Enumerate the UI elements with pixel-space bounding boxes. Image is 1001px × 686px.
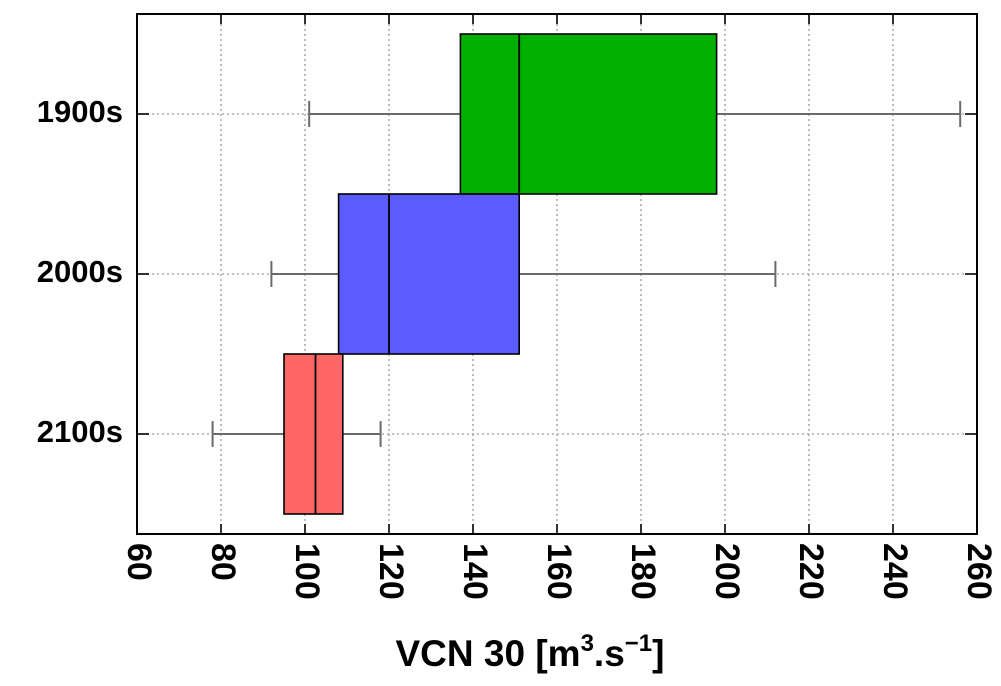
category-label-2000s: 2000s [37, 254, 123, 289]
x-tick-label-80: 80 [204, 543, 242, 581]
x-axis-title-base: VCN 30 [m [396, 633, 581, 674]
x-tick-label-180: 180 [624, 543, 662, 600]
x-tick-label-60: 60 [120, 543, 158, 581]
x-tick-label-120: 120 [372, 543, 410, 600]
box-1 [337, 193, 521, 355]
x-tick-label-260: 260 [960, 543, 998, 600]
x-axis-title-sup2: −1 [625, 630, 652, 657]
x-axis-title-sup1: 3 [581, 630, 594, 657]
x-tick-label-160: 160 [540, 543, 578, 600]
axis-ticks [136, 14, 978, 534]
x-tick-label-220: 220 [792, 543, 830, 600]
boxes [283, 33, 718, 515]
axis-labels: 60 80 100 120 140 160 180 200 220 240 260 1900s 2000… [37, 94, 998, 600]
x-axis-title-end: ] [652, 633, 664, 674]
category-label-1900s: 1900s [37, 94, 123, 129]
x-tick-label-140: 140 [456, 543, 494, 600]
x-tick-label-200: 200 [708, 543, 746, 600]
x-tick-label-100: 100 [288, 543, 326, 600]
x-axis-title-mid: .s [594, 633, 625, 674]
box-2 [283, 353, 344, 515]
x-tick-label-240: 240 [876, 543, 914, 600]
box-0 [459, 33, 718, 195]
x-axis-title: VCN 30 [m3.s−1] [396, 630, 665, 674]
category-label-2100s: 2100s [37, 414, 123, 449]
